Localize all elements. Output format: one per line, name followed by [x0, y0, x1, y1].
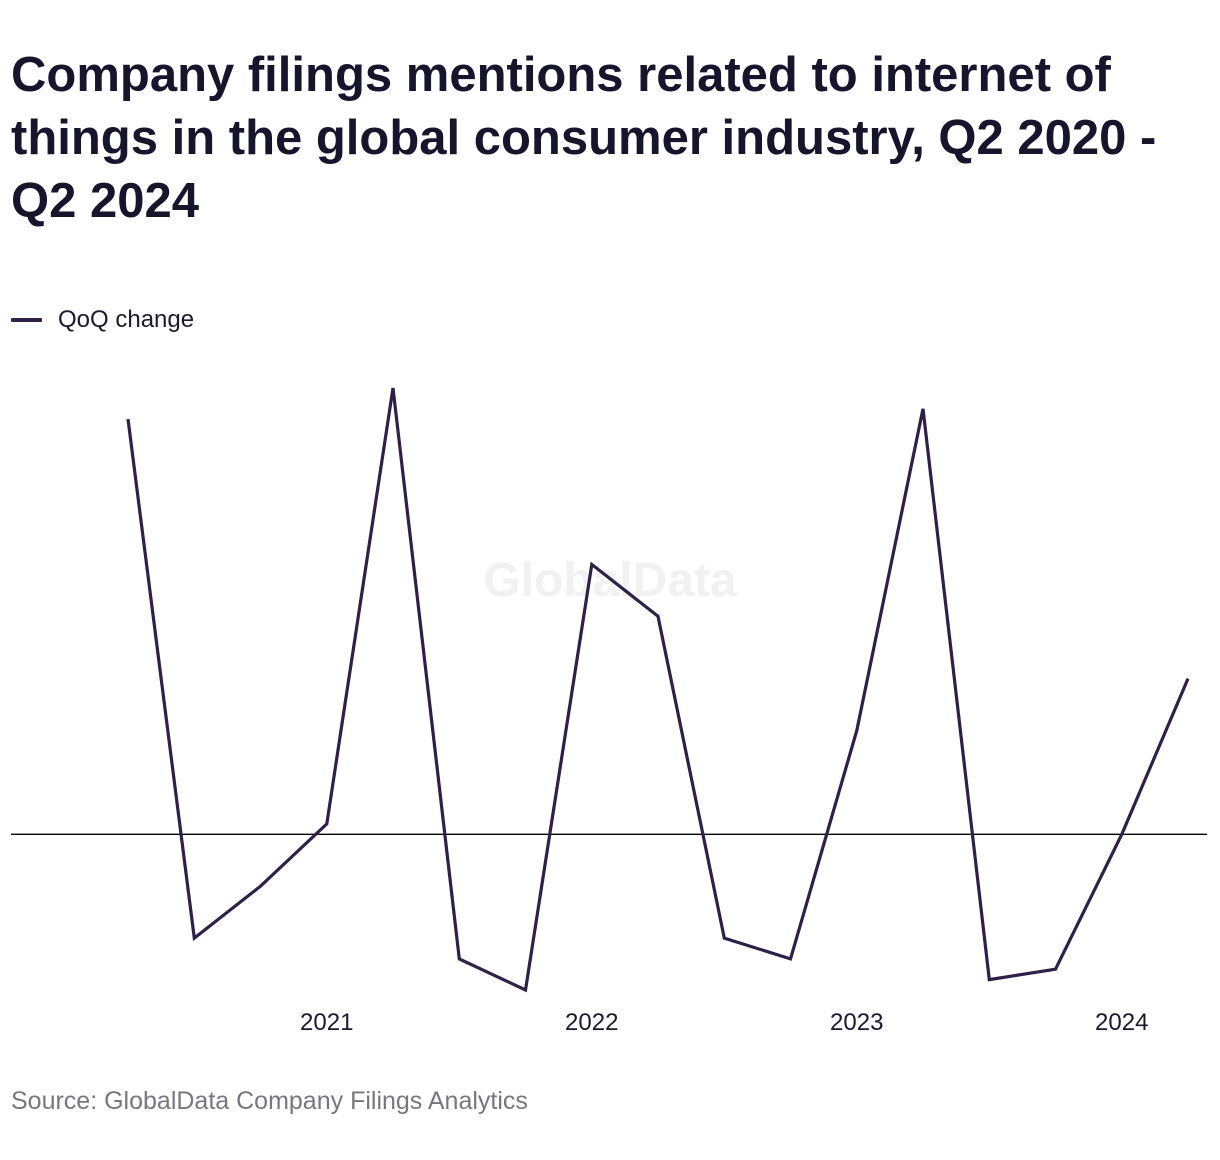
data-point[interactable]: Q4 2022 [785, 953, 797, 965]
data-point[interactable]: Q4 2023 [1050, 963, 1062, 975]
data-point[interactable]: Q1 2021 [321, 818, 333, 830]
data-point[interactable]: Q3 2021 [453, 953, 465, 965]
x-tick-label: 2022 [565, 1009, 618, 1036]
data-point[interactable]: Q2 2022 [652, 610, 664, 622]
legend: QoQ change [11, 306, 194, 334]
data-point[interactable]: Q2 2020 [122, 413, 134, 425]
data-point[interactable]: Q1 2024 [1116, 828, 1128, 840]
legend-label: QoQ change [58, 306, 195, 333]
x-tick-label: 2021 [300, 1009, 353, 1036]
chart-title: Company filings mentions related to inte… [11, 48, 1157, 228]
data-point[interactable]: Q2 2021 [387, 382, 399, 394]
data-point[interactable]: Q3 2023 [983, 974, 995, 986]
x-tick-label: 2024 [1095, 1009, 1148, 1036]
data-point[interactable]: Q3 2020 [188, 932, 200, 944]
data-point[interactable]: Q4 2020 [255, 880, 267, 892]
legend-swatch [11, 318, 42, 322]
data-point[interactable]: Q4 2021 [520, 984, 532, 996]
data-point[interactable]: Q2 2023 [917, 403, 929, 415]
data-point[interactable]: Q1 2023 [851, 725, 863, 737]
data-point[interactable]: Q3 2022 [718, 932, 730, 944]
x-tick-label: 2023 [830, 1009, 883, 1036]
data-point[interactable]: Q1 2022 [586, 558, 598, 570]
series-line-qoq-change [126, 387, 1190, 993]
source-note: Source: GlobalData Company Filings Analy… [11, 1087, 528, 1115]
data-point[interactable]: Q2 2024 [1182, 673, 1194, 685]
